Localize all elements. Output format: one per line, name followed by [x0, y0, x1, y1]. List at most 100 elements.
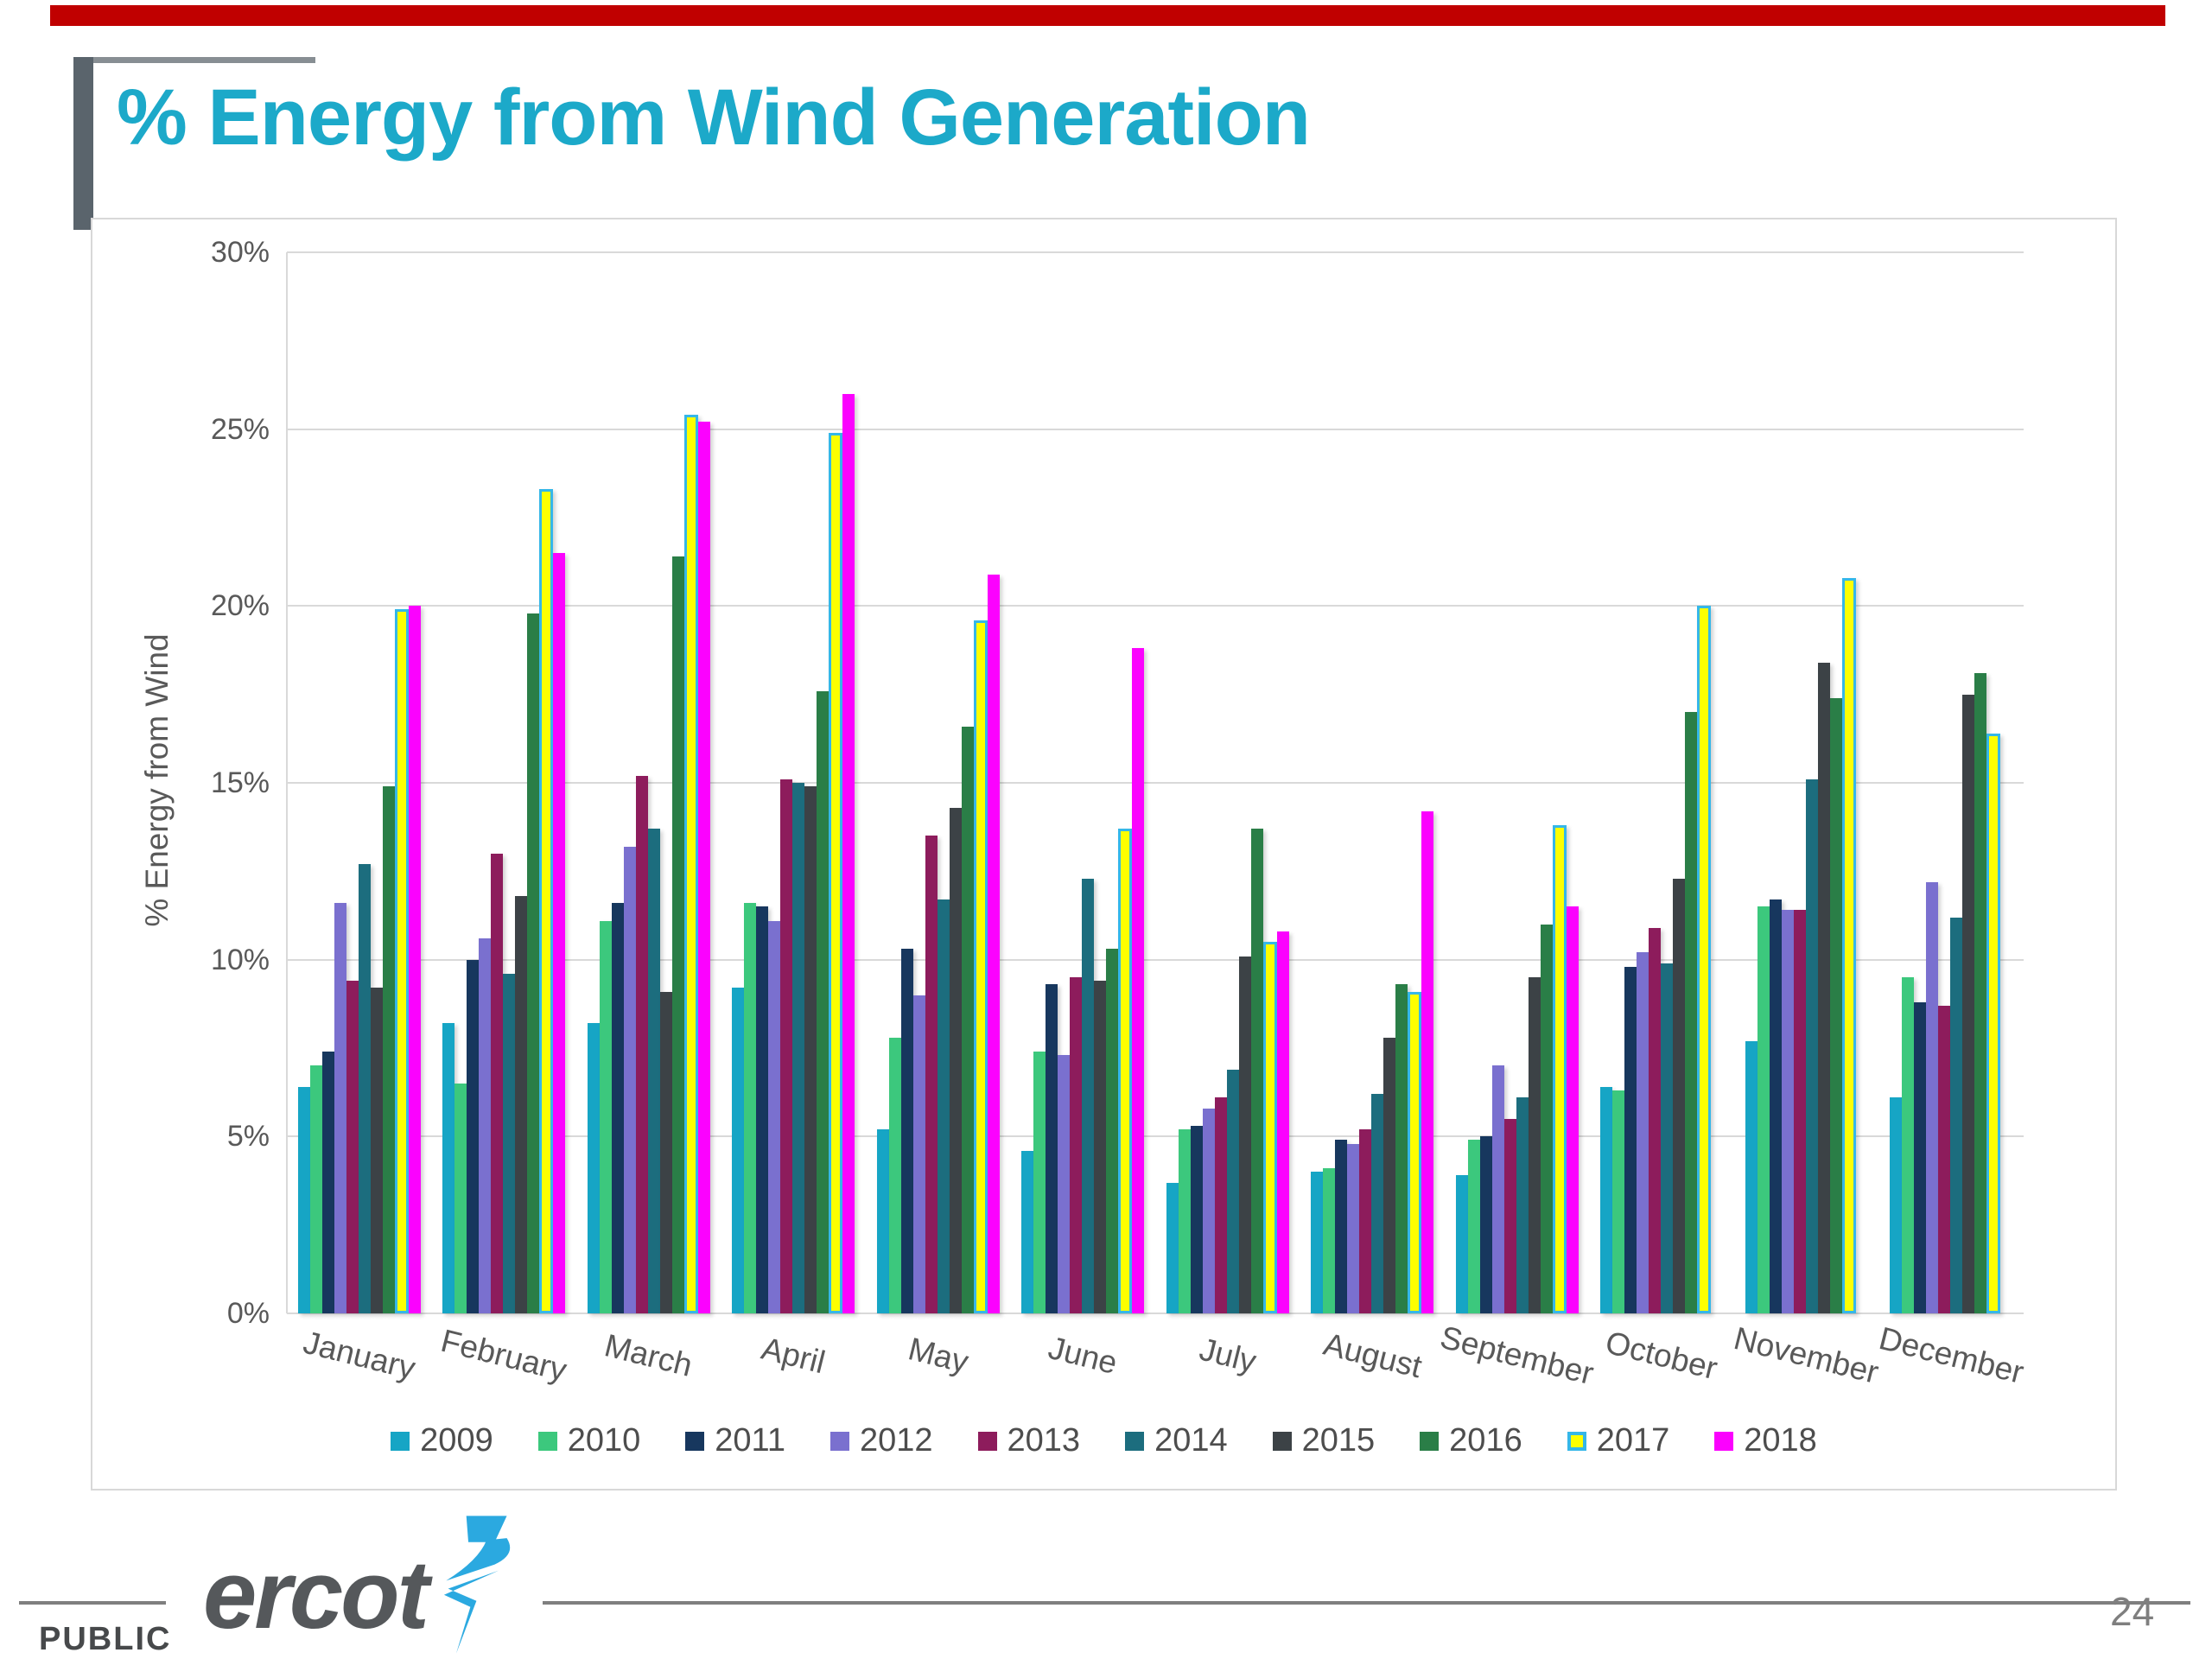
classification-label: PUBLIC — [39, 1621, 172, 1657]
bar-2013-april — [780, 779, 793, 1313]
bar-2016-may — [961, 726, 974, 1313]
bar-2012-september — [1491, 1065, 1504, 1313]
legend-label-2009: 2009 — [420, 1422, 493, 1459]
bar-2009-january — [297, 1087, 310, 1313]
bar-2009-november — [1745, 1040, 1758, 1313]
ercot-logo-text: ercot — [203, 1541, 429, 1649]
legend-item-2015: 2015 — [1272, 1422, 1375, 1459]
bar-2009-march — [587, 1023, 600, 1313]
bar-2010-march — [599, 920, 612, 1313]
legend-label-2018: 2018 — [1744, 1422, 1817, 1459]
bar-2010-october — [1612, 1090, 1625, 1313]
bar-2015-december — [1962, 694, 1975, 1313]
bar-2016-february — [527, 613, 540, 1313]
bar-2014-march — [647, 829, 660, 1313]
gridline-20% — [287, 605, 2024, 607]
footer-line-left — [19, 1601, 166, 1605]
bar-2012-august — [1347, 1143, 1360, 1313]
bar-2013-january — [346, 981, 359, 1313]
bar-2012-july — [1202, 1108, 1215, 1313]
bar-2015-february — [515, 896, 528, 1313]
page-title: % Energy from Wind Generation — [117, 73, 1311, 162]
chart-box: % Energy from Wind 0% 5% 10% 15% 20% 25% 30% Ja… — [91, 218, 2117, 1491]
bar-2009-april — [732, 988, 745, 1313]
legend-swatch-2017 — [1567, 1431, 1586, 1451]
bar-2017-june — [1118, 829, 1133, 1313]
bar-2009-october — [1600, 1087, 1613, 1313]
title-tab-bar — [73, 57, 93, 230]
bar-2011-october — [1624, 966, 1637, 1313]
legend-swatch-2018 — [1714, 1431, 1734, 1451]
bar-2013-march — [635, 775, 648, 1313]
bar-2011-april — [756, 906, 769, 1313]
bar-2014-january — [358, 864, 371, 1313]
bar-2016-december — [1974, 673, 1987, 1313]
bar-2010-august — [1323, 1168, 1336, 1313]
bar-2016-november — [1829, 697, 1842, 1313]
bar-2018-june — [1132, 648, 1145, 1313]
bar-2017-july — [1262, 942, 1277, 1313]
footer-line-right — [543, 1601, 2190, 1605]
bar-2014-december — [1950, 917, 1963, 1313]
bar-2013-august — [1359, 1129, 1372, 1313]
bar-2017-april — [829, 432, 843, 1313]
bar-2017-may — [973, 620, 988, 1313]
bar-2013-november — [1793, 910, 1806, 1313]
legend-label-2011: 2011 — [715, 1422, 785, 1459]
bar-2012-january — [334, 903, 346, 1313]
bar-2014-july — [1226, 1069, 1239, 1313]
bar-2009-august — [1311, 1172, 1324, 1313]
y-axis-line — [286, 252, 288, 1313]
legend-swatch-2009 — [391, 1431, 410, 1451]
page-number: 24 — [2110, 1589, 2155, 1634]
legend-swatch-2013 — [977, 1431, 997, 1451]
legend-item-2009: 2009 — [391, 1422, 493, 1459]
bar-group-april — [721, 252, 867, 1313]
legend-label-2012: 2012 — [859, 1422, 933, 1459]
bar-2015-april — [804, 786, 817, 1313]
y-tick-25%: 25% — [210, 412, 270, 446]
bar-2010-june — [1033, 1052, 1046, 1313]
bar-2013-july — [1214, 1097, 1227, 1313]
y-tick-10%: 10% — [210, 943, 270, 976]
y-tick-15%: 15% — [210, 766, 270, 799]
legend-swatch-2014 — [1125, 1431, 1145, 1451]
legend-swatch-2010 — [537, 1431, 557, 1451]
y-tick-0%: 0% — [226, 1297, 270, 1330]
bar-2016-october — [1685, 712, 1698, 1313]
bar-2017-august — [1408, 991, 1422, 1313]
legend-label-2016: 2016 — [1449, 1422, 1522, 1459]
y-tick-30%: 30% — [210, 236, 270, 269]
bar-2010-september — [1467, 1140, 1480, 1313]
legend-label-2017: 2017 — [1596, 1422, 1670, 1459]
gridline-5% — [287, 1135, 2024, 1138]
bar-2015-march — [659, 991, 672, 1313]
y-tick-5%: 5% — [226, 1120, 270, 1154]
bar-2012-june — [1058, 1055, 1071, 1313]
bar-2012-april — [768, 920, 781, 1313]
bar-2017-december — [1986, 733, 2001, 1313]
bar-2011-february — [467, 959, 480, 1313]
bar-2009-july — [1166, 1182, 1179, 1313]
bar-group-october — [1590, 252, 1735, 1313]
bar-group-march — [576, 252, 721, 1313]
legend-item-2011: 2011 — [685, 1422, 785, 1459]
bar-2009-december — [1890, 1097, 1903, 1313]
bar-2014-april — [792, 783, 805, 1313]
bar-2018-march — [697, 422, 710, 1313]
bar-2013-june — [1070, 977, 1083, 1313]
bar-2011-june — [1046, 984, 1058, 1313]
bar-2015-august — [1383, 1037, 1396, 1313]
bar-2017-october — [1697, 606, 1712, 1313]
bar-2015-july — [1238, 956, 1251, 1313]
bar-2010-may — [888, 1037, 901, 1313]
bar-2016-july — [1250, 829, 1263, 1313]
bar-group-january — [287, 252, 432, 1313]
bar-2016-january — [382, 786, 395, 1313]
gridline-15% — [287, 782, 2024, 784]
legend-swatch-2016 — [1420, 1431, 1440, 1451]
bar-group-may — [866, 252, 1011, 1313]
bar-2012-november — [1781, 910, 1794, 1313]
bar-2015-june — [1094, 981, 1107, 1313]
legend-label-2013: 2013 — [1007, 1422, 1081, 1459]
